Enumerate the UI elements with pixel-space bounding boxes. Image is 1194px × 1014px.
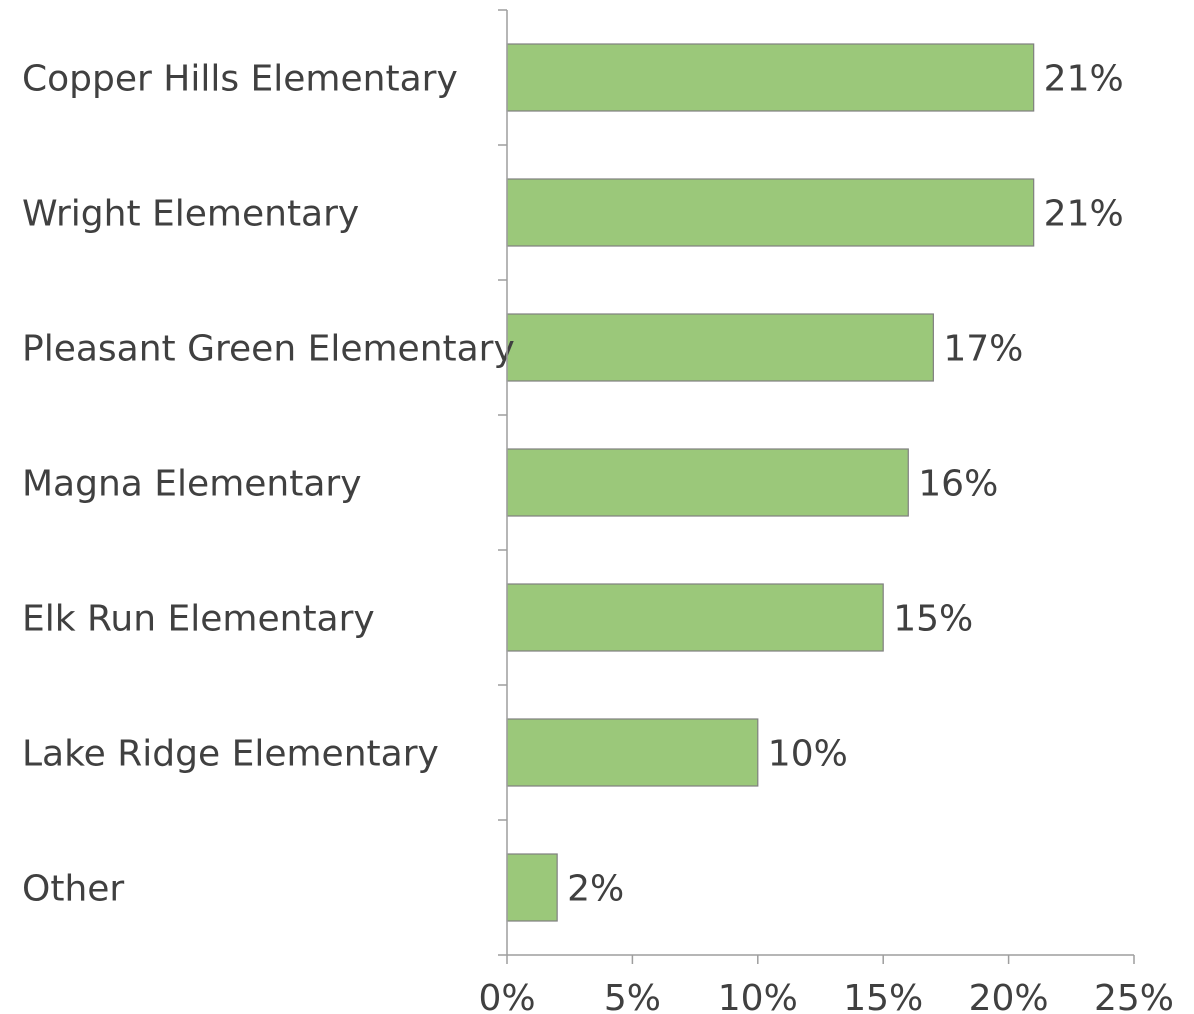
value-labels-layer: 21% 21% 17% 16% 15% 10% 2% bbox=[567, 59, 1124, 910]
bar-lake-ridge-elementary bbox=[506, 718, 759, 787]
category-label-magna-elementary: Magna Elementary bbox=[22, 464, 362, 505]
value-label-lake-ridge-elementary: 10% bbox=[768, 734, 848, 775]
bar-other bbox=[506, 853, 558, 922]
category-label-wright-elementary: Wright Elementary bbox=[22, 194, 359, 235]
category-labels-layer: Copper Hills Elementary Wright Elementary… bbox=[22, 59, 515, 910]
value-label-copper-hills-elementary: 21% bbox=[1044, 59, 1124, 100]
tick-labels-layer: 0% 5% 10% 15% 20% 25% bbox=[478, 978, 1174, 1014]
bar-pleasant-green-elementary bbox=[506, 313, 934, 382]
value-label-elk-run-elementary: 15% bbox=[893, 599, 973, 640]
x-tick-label-10: 10% bbox=[718, 978, 798, 1014]
x-tick-label-5: 5% bbox=[604, 978, 661, 1014]
value-label-magna-elementary: 16% bbox=[918, 464, 998, 505]
category-label-elk-run-elementary: Elk Run Elementary bbox=[22, 599, 375, 640]
bars-layer bbox=[506, 43, 1035, 922]
x-tick-label-20: 20% bbox=[969, 978, 1049, 1014]
category-label-copper-hills-elementary: Copper Hills Elementary bbox=[22, 59, 458, 100]
value-label-other: 2% bbox=[567, 869, 624, 910]
x-tick-label-0: 0% bbox=[478, 978, 535, 1014]
category-label-lake-ridge-elementary: Lake Ridge Elementary bbox=[22, 734, 439, 775]
category-label-other: Other bbox=[22, 869, 124, 910]
x-tick-label-25: 25% bbox=[1094, 978, 1174, 1014]
x-tick-label-15: 15% bbox=[843, 978, 923, 1014]
axes-layer bbox=[498, 9, 1135, 964]
value-label-pleasant-green-elementary: 17% bbox=[943, 329, 1023, 370]
bar-magna-elementary bbox=[506, 448, 909, 517]
value-label-wright-elementary: 21% bbox=[1044, 194, 1124, 235]
bar-elk-run-elementary bbox=[506, 583, 884, 652]
bar-copper-hills-elementary bbox=[506, 43, 1035, 112]
bar-wright-elementary bbox=[506, 178, 1035, 247]
category-label-pleasant-green-elementary: Pleasant Green Elementary bbox=[22, 329, 515, 370]
